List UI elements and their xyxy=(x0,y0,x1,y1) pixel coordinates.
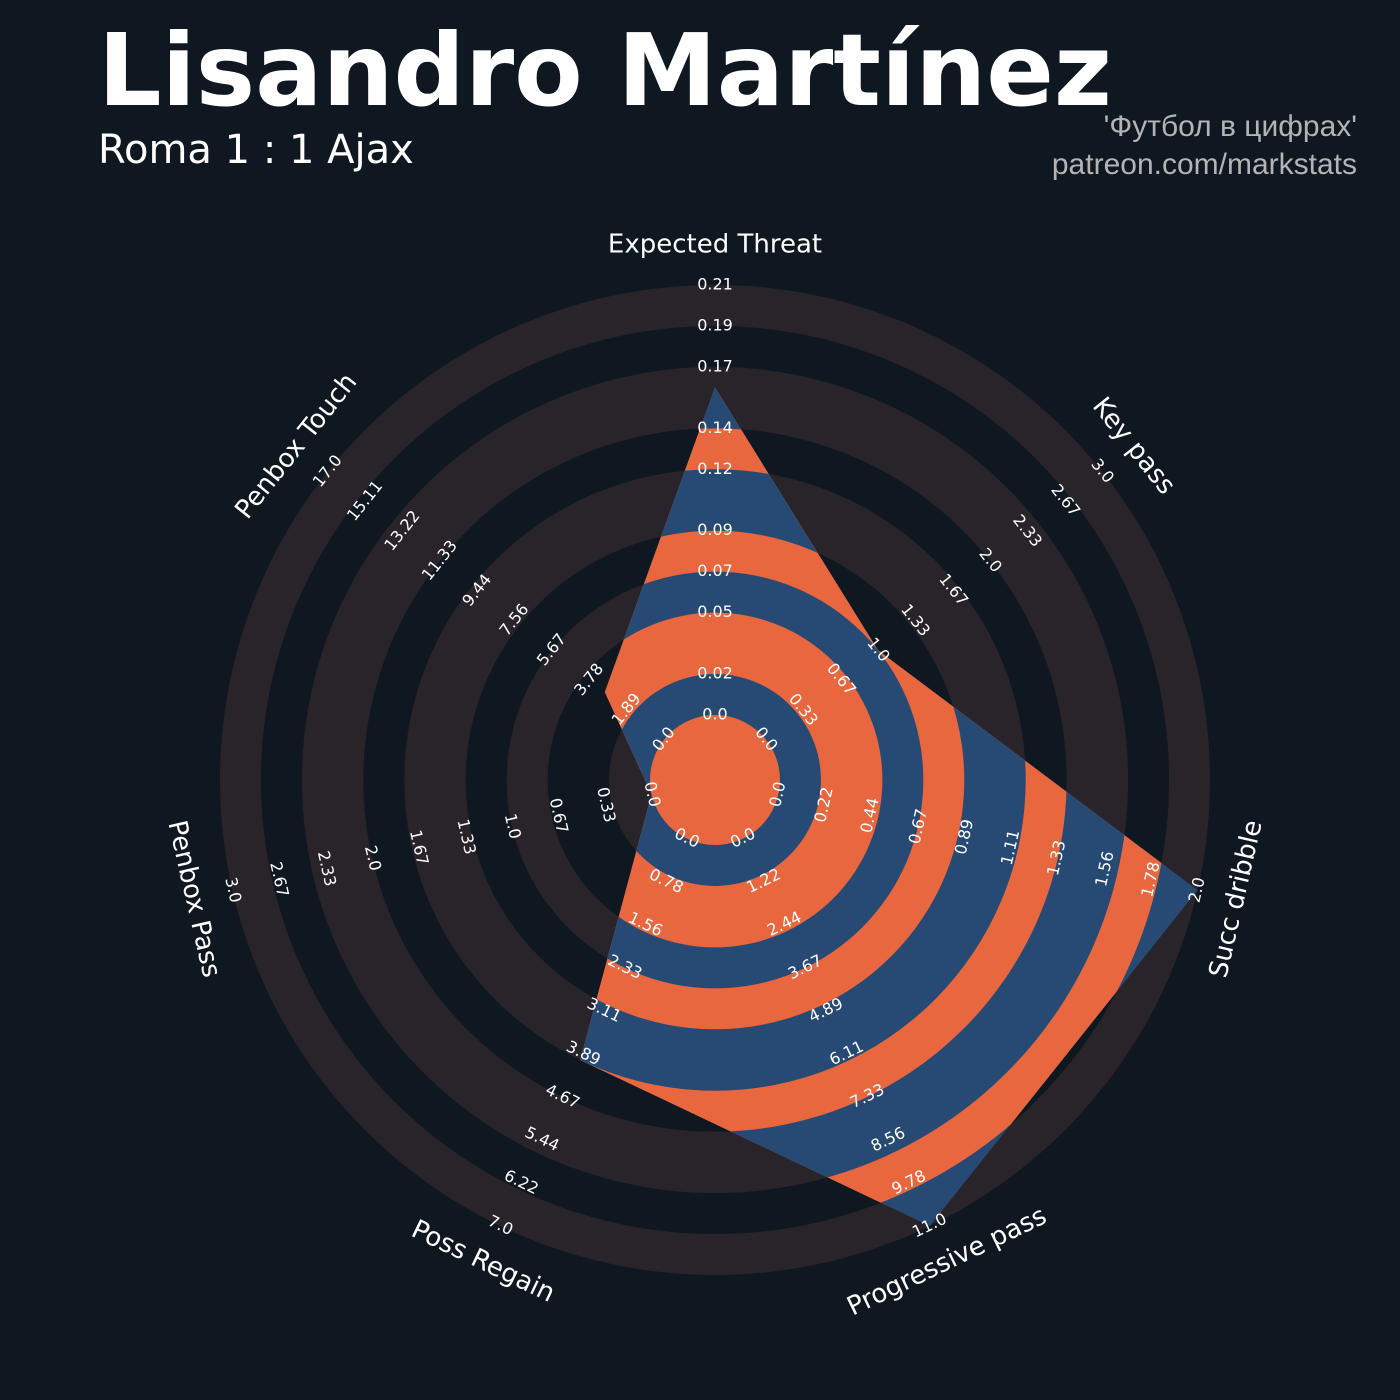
tick-label: 0.09 xyxy=(697,520,733,539)
tick-label: 0.19 xyxy=(697,315,733,334)
credit: 'Футбол в цифрах' xyxy=(1104,110,1357,143)
credit: patreon.com/markstats xyxy=(1052,148,1357,181)
radar-ring xyxy=(650,715,780,845)
tick-label: 0.02 xyxy=(697,664,733,683)
tick-label: 0.05 xyxy=(697,602,733,621)
tick-label: 0.17 xyxy=(697,356,733,375)
tick-label: 0.12 xyxy=(697,459,733,478)
tick-label: 0.21 xyxy=(697,275,733,294)
chart-title: Lisandro Martínez xyxy=(98,12,1112,129)
tick-label: 0.07 xyxy=(697,561,733,580)
tick-label: 0.0 xyxy=(702,705,727,724)
tick-label: 0.14 xyxy=(697,418,733,437)
param-label: Expected Threat xyxy=(608,230,822,260)
chart-subtitle: Roma 1 : 1 Ajax xyxy=(98,127,414,173)
